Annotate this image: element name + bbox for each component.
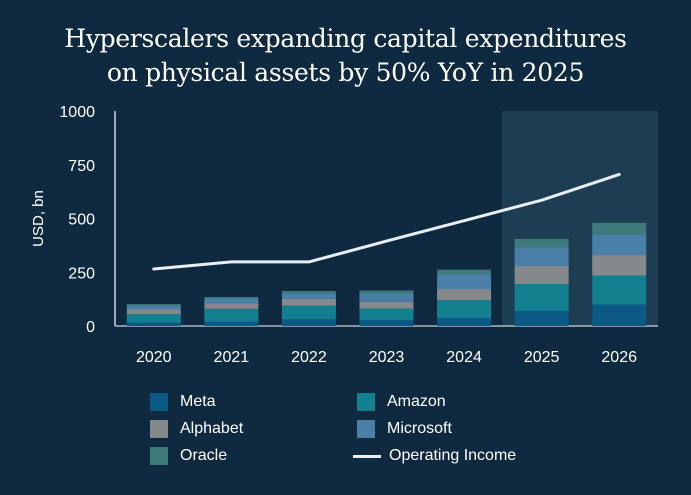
legend-item-meta: Meta bbox=[150, 393, 216, 411]
bar-segment-microsoft-2026 bbox=[592, 234, 647, 256]
y-tick-label: 750 bbox=[68, 158, 95, 175]
legend-item-microsoft: Microsoft bbox=[357, 420, 452, 438]
bar-segment-alphabet-2023 bbox=[359, 301, 414, 309]
bar-segment-alphabet-2020 bbox=[126, 309, 181, 315]
legend-swatch-meta bbox=[150, 393, 168, 411]
legend-item-oracle: Oracle bbox=[150, 447, 227, 465]
bar-segment-meta-2025 bbox=[514, 310, 569, 326]
bar-segment-oracle-2023 bbox=[359, 290, 414, 294]
bar-segment-oracle-2024 bbox=[437, 269, 492, 274]
bar-segment-oracle-2020 bbox=[126, 304, 181, 306]
y-tick-label: 250 bbox=[68, 265, 95, 282]
y-tick-label: 500 bbox=[68, 212, 95, 229]
bar-segment-alphabet-2021 bbox=[204, 303, 259, 309]
legend-swatch-alphabet bbox=[150, 420, 168, 438]
x-tick-label: 2026 bbox=[601, 349, 637, 366]
bar-segment-microsoft-2020 bbox=[126, 305, 181, 310]
bar-segment-microsoft-2025 bbox=[514, 247, 569, 266]
bar-segment-amazon-2024 bbox=[437, 300, 492, 319]
x-tick-label: 2022 bbox=[291, 349, 327, 366]
x-tick-label: 2021 bbox=[214, 349, 250, 366]
bar-segment-meta-2020 bbox=[126, 322, 181, 326]
bar-segment-meta-2021 bbox=[204, 321, 259, 326]
bar-segment-amazon-2022 bbox=[281, 305, 336, 320]
legend-swatch-amazon bbox=[357, 393, 375, 411]
bar-segment-meta-2024 bbox=[437, 318, 492, 326]
x-tick-label: 2023 bbox=[369, 349, 405, 366]
legend-label-oracle: Oracle bbox=[180, 447, 228, 464]
bar-segment-alphabet-2026 bbox=[592, 255, 647, 276]
y-tick-label: 0 bbox=[86, 319, 95, 336]
bar-segment-microsoft-2023 bbox=[359, 293, 414, 302]
chart-legend: Meta Amazon Alphabet Microsoft Oracle Op… bbox=[150, 393, 570, 473]
chart-title: Hyperscalers expanding capital expenditu… bbox=[0, 22, 691, 90]
bar-segment-oracle-2025 bbox=[514, 238, 569, 248]
bar-segment-oracle-2026 bbox=[592, 222, 647, 235]
bar-segment-alphabet-2024 bbox=[437, 289, 492, 301]
bar-segment-amazon-2023 bbox=[359, 308, 414, 320]
legend-label-microsoft: Microsoft bbox=[387, 420, 452, 437]
bar-segment-oracle-2022 bbox=[281, 290, 336, 294]
legend-label-alphabet: Alphabet bbox=[180, 420, 244, 437]
legend-item-amazon: Amazon bbox=[357, 393, 446, 411]
y-axis-title: USD, bn bbox=[30, 190, 47, 247]
bar-segment-amazon-2020 bbox=[126, 314, 181, 323]
y-tick-label: 1000 bbox=[59, 104, 95, 121]
bar-segment-meta-2022 bbox=[281, 319, 336, 326]
legend-swatch-oracle bbox=[150, 447, 168, 465]
bar-segment-microsoft-2022 bbox=[281, 293, 336, 299]
x-tick-label: 2020 bbox=[136, 349, 172, 366]
legend-label-amazon: Amazon bbox=[387, 393, 446, 410]
x-tick-label: 2024 bbox=[446, 349, 482, 366]
bar-segment-amazon-2026 bbox=[592, 275, 647, 305]
bar-segment-meta-2023 bbox=[359, 319, 414, 326]
legend-item-operating-income: Operating Income bbox=[353, 447, 516, 465]
bar-segment-meta-2026 bbox=[592, 304, 647, 326]
stacked-bar-chart: 0 250 500 750 1000 USD, bn 2020 2021 2022 2023 202… bbox=[30, 104, 658, 366]
legend-label-operating-income: Operating Income bbox=[389, 447, 517, 464]
bar-segment-alphabet-2022 bbox=[281, 298, 336, 306]
bar-segment-amazon-2025 bbox=[514, 284, 569, 311]
bar-segment-microsoft-2021 bbox=[204, 298, 259, 304]
chart-title-line-2: on physical assets by 50% YoY in 2025 bbox=[106, 58, 585, 87]
legend-item-alphabet: Alphabet bbox=[150, 420, 243, 438]
x-tick-label: 2025 bbox=[524, 349, 560, 366]
bar-segment-microsoft-2024 bbox=[437, 273, 492, 290]
chart-title-line-1: Hyperscalers expanding capital expenditu… bbox=[64, 24, 627, 53]
bar-segment-amazon-2021 bbox=[204, 308, 259, 322]
bar-segment-oracle-2021 bbox=[204, 296, 259, 299]
bar-segment-alphabet-2025 bbox=[514, 265, 569, 285]
legend-swatch-microsoft bbox=[357, 420, 375, 438]
legend-swatch-operating-income bbox=[353, 454, 381, 458]
legend-label-meta: Meta bbox=[180, 393, 216, 410]
